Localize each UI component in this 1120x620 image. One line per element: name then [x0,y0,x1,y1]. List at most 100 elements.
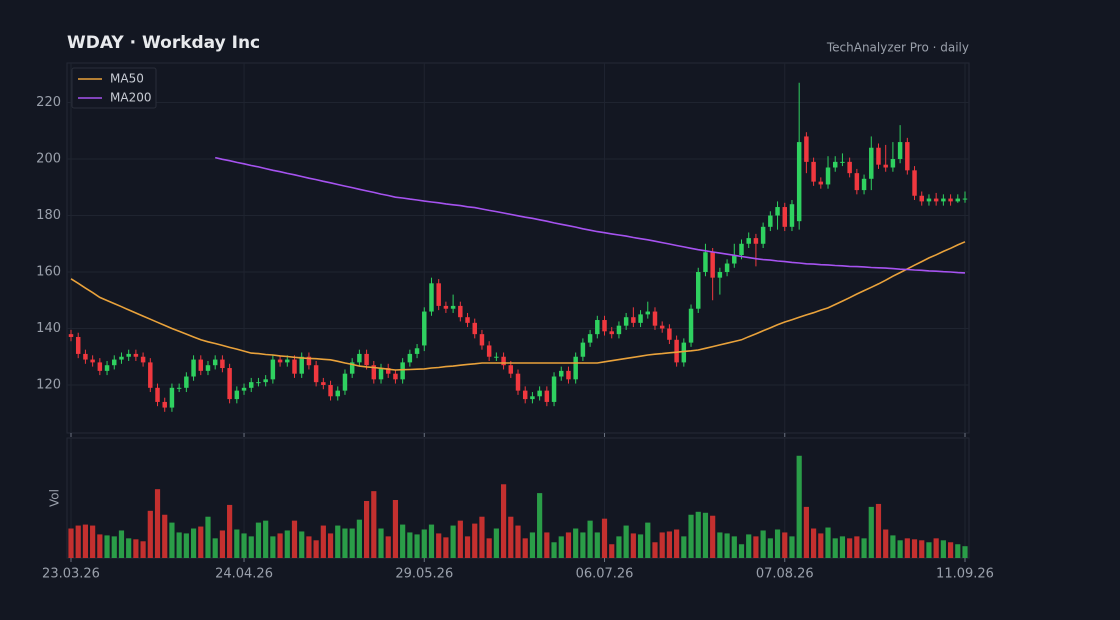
volume-bar [443,537,449,558]
candle-body [746,238,751,244]
volume-bar [457,520,463,558]
volume-bar [883,529,889,558]
candle-body [717,272,723,278]
ma-line [70,241,966,371]
candle-body [133,353,139,357]
volume-bar [702,512,709,558]
candle-body [306,356,312,366]
candle-body [804,136,809,162]
candle-body [926,198,932,202]
volume-bar [255,522,262,558]
volume-bar [407,532,413,558]
candle-body [450,305,456,309]
volume-bar [111,536,117,558]
candle-body [760,226,766,244]
volume-bar [811,528,817,558]
volume-bar [183,533,189,558]
candle-body [652,311,658,326]
volume-bar [190,528,197,558]
chart-subtitle: TechAnalyzer Pro · daily [826,41,969,55]
candle-body [371,365,377,380]
candle-body [162,401,167,408]
volume-bar [753,536,759,558]
candle-body [832,161,838,168]
candle-body [378,368,384,380]
candle-body [559,370,564,377]
volume-bar [291,520,298,558]
y-tick-label: 180 [36,208,61,223]
volume-bar [248,536,254,558]
candle-body [861,178,867,191]
volume-bar [219,530,225,558]
volume-bar [392,500,399,558]
volume-bar [565,532,572,558]
volume-bar [710,515,716,558]
volume-bar [515,525,521,558]
candle-body [429,283,434,312]
volume-bar [263,520,269,558]
candle-body [688,308,694,343]
candle-body [818,181,824,185]
y-tick-label: 200 [36,152,61,167]
volume-bar [537,493,543,558]
candle-body [465,317,470,323]
candle-body [544,390,550,402]
volume-bar [839,536,846,558]
candle-body [436,283,441,306]
volume-bar [479,516,485,558]
candle-body [508,365,514,374]
candle-body [126,353,131,357]
volume-bar [176,532,182,558]
volume-bar [875,503,882,558]
volume-bar [789,536,795,558]
candle-body [948,198,953,202]
candle-body [321,382,326,385]
candle-body [140,356,146,363]
candle-body [75,336,81,354]
volume-bar [782,532,788,558]
volume-bar [277,533,283,558]
volume-bar [551,542,557,558]
candle-body [962,198,968,200]
candle-body [364,353,369,366]
volume-bar [637,534,644,558]
volume-bar [544,532,550,558]
volume-bar [573,528,579,558]
volume-bar [666,531,672,558]
candle-body [905,142,910,171]
volume-bar [75,525,81,558]
volume-bar [616,536,622,558]
candle-body [919,195,924,202]
candle-body [479,334,485,346]
candle-body [212,359,218,366]
candle-body [400,362,405,380]
candle-body [883,164,888,168]
candle-body [710,252,715,278]
candle-body [285,359,290,363]
candle-body [955,198,961,202]
y-tick-label: 160 [36,265,61,280]
volume-bar [306,536,312,558]
volume-bar [868,506,874,558]
candle-body [602,320,607,332]
volume-bar [147,510,153,558]
candle-body [472,322,477,335]
candle-body [537,390,542,397]
candle-body [148,362,153,388]
candle-body [703,252,708,273]
candle-body [119,356,124,360]
volume-bar [695,511,701,558]
candle-body [631,317,636,323]
volume-bar [464,536,471,558]
volume-bar [198,526,204,558]
x-tick-label: 29.05.26 [395,567,453,582]
volume-bar [82,524,89,558]
candle-body [90,359,95,363]
y-tick-label: 140 [36,321,61,336]
candle-body [724,263,730,273]
volume-bar [659,532,665,558]
candle-body [299,356,304,374]
ma-line [215,156,966,274]
candle-body [335,390,340,397]
